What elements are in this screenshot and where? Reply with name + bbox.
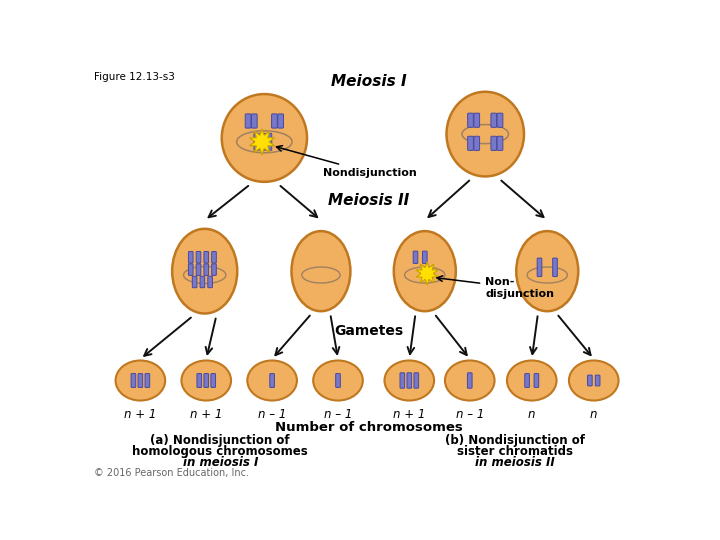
Text: (a) Nondisjunction of: (a) Nondisjunction of	[150, 434, 290, 448]
FancyBboxPatch shape	[211, 374, 215, 387]
Text: © 2016 Pearson Education, Inc.: © 2016 Pearson Education, Inc.	[94, 468, 249, 478]
FancyBboxPatch shape	[278, 114, 284, 128]
FancyBboxPatch shape	[270, 374, 274, 387]
Ellipse shape	[569, 361, 618, 401]
Ellipse shape	[394, 231, 456, 311]
FancyBboxPatch shape	[189, 264, 193, 275]
FancyBboxPatch shape	[246, 114, 251, 128]
FancyBboxPatch shape	[251, 114, 257, 128]
FancyBboxPatch shape	[196, 252, 201, 263]
Polygon shape	[250, 129, 274, 155]
FancyBboxPatch shape	[491, 136, 497, 151]
Ellipse shape	[445, 361, 495, 401]
FancyBboxPatch shape	[474, 113, 480, 127]
FancyBboxPatch shape	[534, 374, 539, 387]
Ellipse shape	[446, 92, 524, 177]
FancyBboxPatch shape	[497, 113, 503, 127]
FancyBboxPatch shape	[467, 373, 472, 388]
FancyBboxPatch shape	[400, 373, 405, 388]
FancyBboxPatch shape	[138, 374, 143, 387]
FancyBboxPatch shape	[553, 258, 557, 276]
Text: Number of chromosomes: Number of chromosomes	[275, 421, 463, 434]
FancyBboxPatch shape	[212, 252, 216, 263]
Ellipse shape	[516, 231, 578, 311]
Text: Non-
disjunction: Non- disjunction	[437, 276, 554, 299]
Text: sister chromatids: sister chromatids	[456, 445, 572, 458]
Ellipse shape	[292, 231, 351, 311]
FancyBboxPatch shape	[468, 113, 473, 127]
FancyBboxPatch shape	[537, 258, 542, 276]
FancyBboxPatch shape	[200, 276, 204, 288]
FancyBboxPatch shape	[208, 276, 212, 288]
FancyBboxPatch shape	[212, 264, 216, 275]
Text: n – 1: n – 1	[456, 408, 484, 421]
Text: Gametes: Gametes	[334, 323, 404, 338]
FancyBboxPatch shape	[266, 133, 271, 150]
FancyBboxPatch shape	[271, 114, 277, 128]
Text: in meiosis I: in meiosis I	[182, 456, 258, 469]
Text: Meiosis II: Meiosis II	[328, 193, 410, 208]
FancyBboxPatch shape	[491, 113, 497, 127]
FancyBboxPatch shape	[474, 136, 480, 151]
Text: n: n	[528, 408, 536, 421]
FancyBboxPatch shape	[204, 264, 209, 275]
Ellipse shape	[313, 361, 363, 401]
Text: homologous chromosomes: homologous chromosomes	[132, 445, 308, 458]
Text: n: n	[590, 408, 598, 421]
FancyBboxPatch shape	[254, 133, 259, 150]
Text: n – 1: n – 1	[324, 408, 352, 421]
FancyBboxPatch shape	[468, 136, 473, 151]
FancyBboxPatch shape	[588, 375, 593, 386]
Ellipse shape	[248, 361, 297, 401]
Text: in meiosis II: in meiosis II	[474, 456, 554, 469]
FancyBboxPatch shape	[525, 374, 529, 387]
Polygon shape	[416, 262, 438, 285]
FancyBboxPatch shape	[197, 374, 202, 387]
FancyBboxPatch shape	[497, 136, 503, 151]
FancyBboxPatch shape	[204, 374, 209, 387]
Ellipse shape	[384, 361, 434, 401]
Text: n + 1: n + 1	[190, 408, 222, 421]
FancyBboxPatch shape	[423, 251, 427, 264]
FancyBboxPatch shape	[145, 374, 150, 387]
FancyBboxPatch shape	[192, 276, 197, 288]
FancyBboxPatch shape	[414, 373, 418, 388]
Text: n – 1: n – 1	[258, 408, 287, 421]
FancyBboxPatch shape	[407, 373, 412, 388]
FancyBboxPatch shape	[196, 264, 201, 275]
Text: Nondisjunction: Nondisjunction	[276, 146, 416, 178]
FancyBboxPatch shape	[260, 133, 266, 150]
Ellipse shape	[507, 361, 557, 401]
FancyBboxPatch shape	[131, 374, 136, 387]
Text: n + 1: n + 1	[124, 408, 156, 421]
FancyBboxPatch shape	[413, 251, 418, 264]
FancyBboxPatch shape	[204, 252, 209, 263]
Text: (b) Nondisjunction of: (b) Nondisjunction of	[445, 434, 585, 448]
Text: Figure 12.13-s3: Figure 12.13-s3	[94, 72, 175, 83]
Ellipse shape	[222, 94, 307, 182]
FancyBboxPatch shape	[336, 374, 341, 387]
Ellipse shape	[172, 229, 238, 314]
Text: Meiosis I: Meiosis I	[331, 74, 407, 89]
Ellipse shape	[181, 361, 231, 401]
FancyBboxPatch shape	[189, 252, 193, 263]
Text: n + 1: n + 1	[393, 408, 426, 421]
FancyBboxPatch shape	[595, 375, 600, 386]
Ellipse shape	[116, 361, 165, 401]
